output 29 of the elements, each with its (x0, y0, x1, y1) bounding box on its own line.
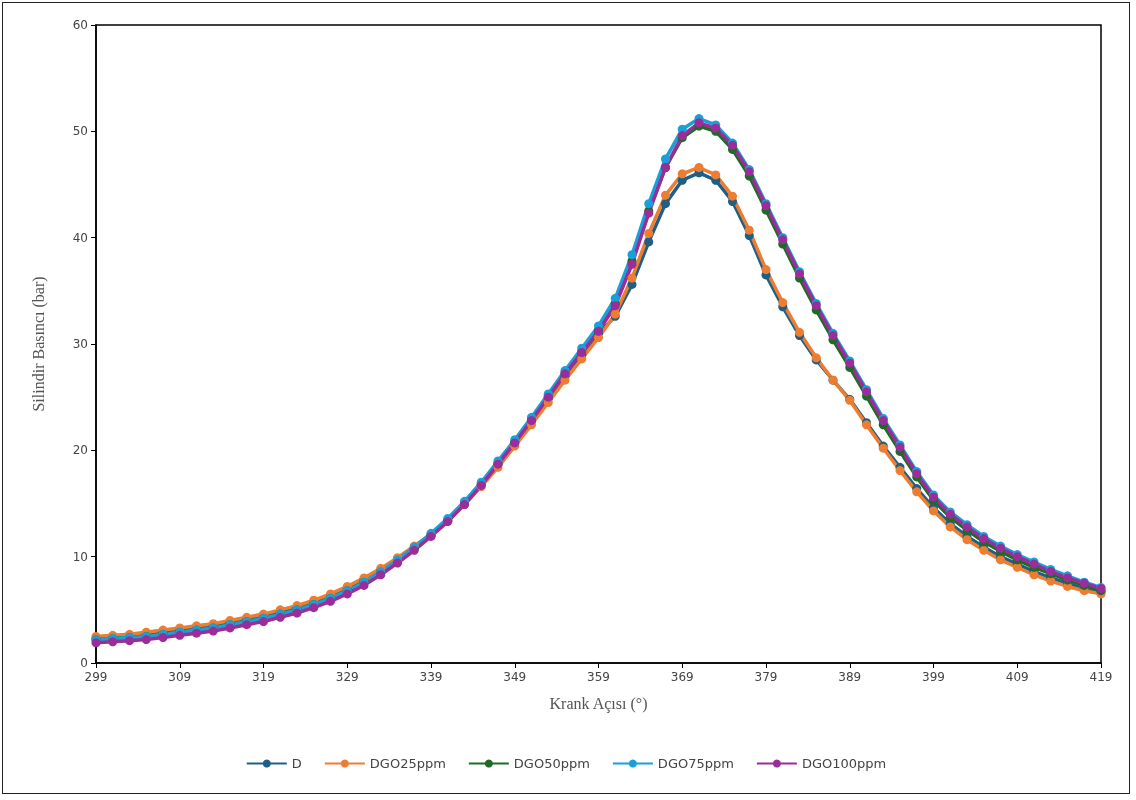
x-tick-label: 389 (838, 670, 862, 684)
y-tick-label: 30 (72, 337, 88, 351)
x-tick-label: 349 (503, 670, 527, 684)
x-tick-label: 409 (1005, 670, 1029, 684)
y-tick-label: 50 (72, 124, 88, 139)
legend-label: DGO100ppm (801, 756, 887, 771)
y-tick-label: 20 (72, 443, 88, 458)
y-tick-label: 40 (72, 230, 88, 245)
point (644, 237, 654, 247)
x-tick-label: 369 (670, 670, 694, 684)
legend-label: D (291, 756, 302, 771)
x-tick-label: 359 (587, 670, 610, 684)
legend-label: DGO75ppm (657, 756, 734, 771)
x-tick-label: 309 (168, 670, 192, 684)
x-tick-label: 299 (84, 670, 108, 684)
y-tick-label: 10 (72, 549, 88, 564)
y-tick-label: 60 (72, 18, 88, 32)
y-tick-label: 0 (80, 656, 88, 670)
x-axis-title: Krank Açısı (°) (549, 694, 648, 713)
x-tick-label: 329 (335, 670, 359, 684)
x-tick-label: 419 (1089, 670, 1113, 684)
x-tick-label: 319 (252, 670, 275, 684)
point (661, 199, 670, 209)
y-axis-title: Silindir Basıncı (bar) (29, 276, 48, 412)
legend-label: DGO50ppm (513, 756, 590, 771)
x-tick-label: 339 (419, 670, 443, 684)
legend-label: DGO25ppm (369, 756, 446, 771)
x-tick-label: 379 (754, 670, 778, 684)
x-tick-label: 399 (922, 670, 945, 684)
